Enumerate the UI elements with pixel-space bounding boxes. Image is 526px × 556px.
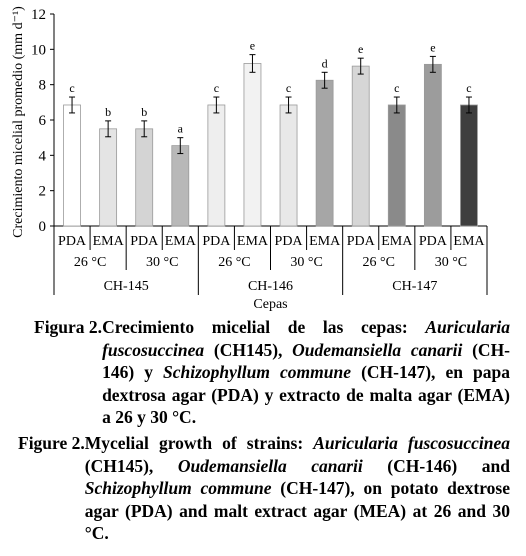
significance-letter: a xyxy=(178,122,184,136)
x-strain-label: CH-146 xyxy=(248,279,293,294)
significance-letter: b xyxy=(141,105,147,119)
x-medium-label: PDA xyxy=(202,234,231,249)
significance-letter: c xyxy=(466,81,471,95)
significance-letter: e xyxy=(358,42,363,56)
caption-fragment: Schizophyllum commune xyxy=(84,478,272,498)
y-tick-label: 12 xyxy=(31,7,46,23)
x-medium-label: EMA xyxy=(381,234,413,249)
caption-spanish-text: Crecimiento micelial de las cepas: Auric… xyxy=(102,316,510,429)
bar xyxy=(99,128,118,227)
x-temperature-label: 30 °C xyxy=(146,255,178,270)
caption-fragment: (CH-146) y xyxy=(102,339,511,383)
significance-letter: d xyxy=(322,56,328,70)
y-tick-label: 2 xyxy=(39,184,47,200)
significance-letter: e xyxy=(430,40,435,54)
x-medium-label: PDA xyxy=(130,234,159,249)
caption-fragment: (CH145), xyxy=(204,339,293,360)
significance-letter: e xyxy=(250,39,255,53)
x-medium-label: EMA xyxy=(309,234,341,249)
x-medium-label: EMA xyxy=(93,234,125,249)
y-tick-label: 6 xyxy=(39,113,47,129)
x-temperature-label: 26 °C xyxy=(218,255,250,270)
x-medium-label: PDA xyxy=(58,234,87,249)
bar-chart: 0 2 4 6 8 10 12 Crecimiento micelial promedio (… xyxy=(11,6,488,312)
caption-fragment: Auricularia fuscosuccinea xyxy=(313,433,510,453)
caption-fragment: Auricularia fuscosuccinea xyxy=(102,317,510,360)
caption-fragment: (CH145), xyxy=(84,455,178,476)
x-medium-label: EMA xyxy=(237,234,269,249)
x-strain-label: CH-145 xyxy=(104,279,149,294)
bar xyxy=(279,104,298,227)
bar xyxy=(207,104,226,227)
x-medium-label: PDA xyxy=(419,234,448,249)
caption-fragment: (CH-146) and xyxy=(362,455,510,476)
bar xyxy=(460,104,478,227)
caption-fragment: Oudemansiella canarii xyxy=(177,455,363,476)
x-temperature-label: 26 °C xyxy=(74,255,106,270)
significance-letter: c xyxy=(214,81,219,95)
x-temperature-label: 26 °C xyxy=(363,255,395,270)
x-medium-label: EMA xyxy=(453,234,485,249)
x-axis-title: Cepas xyxy=(253,297,287,312)
bar xyxy=(63,104,81,227)
x-medium-label: PDA xyxy=(275,234,304,249)
caption-english-text: Mycelial growth of strains: Auricularia … xyxy=(85,432,510,545)
x-temperature-label: 30 °C xyxy=(435,255,467,270)
x-medium-label: PDA xyxy=(347,234,376,249)
y-tick-label: 10 xyxy=(31,42,46,58)
caption-fragment: Crecimiento micelial de las cepas: xyxy=(102,317,426,337)
bar xyxy=(171,145,190,227)
caption-fragment: Schizophyllum commune xyxy=(163,362,352,382)
caption-fragment: (CH-147), on potato dextrose agar (PDA) … xyxy=(84,478,511,543)
x-temperature-label: 30 °C xyxy=(290,255,322,270)
caption-fragment: Oudemansiella canarii xyxy=(292,339,463,360)
bar xyxy=(423,63,442,227)
y-tick-label: 0 xyxy=(39,219,47,235)
bar xyxy=(135,128,154,227)
x-medium-label: EMA xyxy=(165,234,197,249)
y-tick-label: 8 xyxy=(39,78,47,94)
caption-fragment: Mycelial growth of strains: xyxy=(84,433,314,453)
significance-letter: b xyxy=(105,105,111,119)
significance-letter: c xyxy=(286,81,291,95)
caption-english-label: Figure 2. xyxy=(18,433,85,453)
bar xyxy=(243,63,262,227)
x-strain-label: CH-147 xyxy=(392,279,437,294)
caption-english: Figure 2. Mycelial growth of strains: Au… xyxy=(18,432,510,545)
significance-letter: c xyxy=(69,81,74,95)
bar xyxy=(351,65,370,227)
caption-spanish-label: Figura 2. xyxy=(34,317,103,337)
significance-letter: c xyxy=(394,81,399,95)
bar xyxy=(387,104,406,227)
y-tick-label: 4 xyxy=(39,148,47,164)
caption-fragment: (CH-147), en papa dextrosa agar (PDA) y … xyxy=(102,362,511,427)
y-axis-title: Crecimiento micelial promedio (mm d⁻¹) xyxy=(11,6,26,238)
caption-spanish: Figura 2. Crecimiento micelial de las ce… xyxy=(34,316,510,429)
bar xyxy=(315,79,334,227)
